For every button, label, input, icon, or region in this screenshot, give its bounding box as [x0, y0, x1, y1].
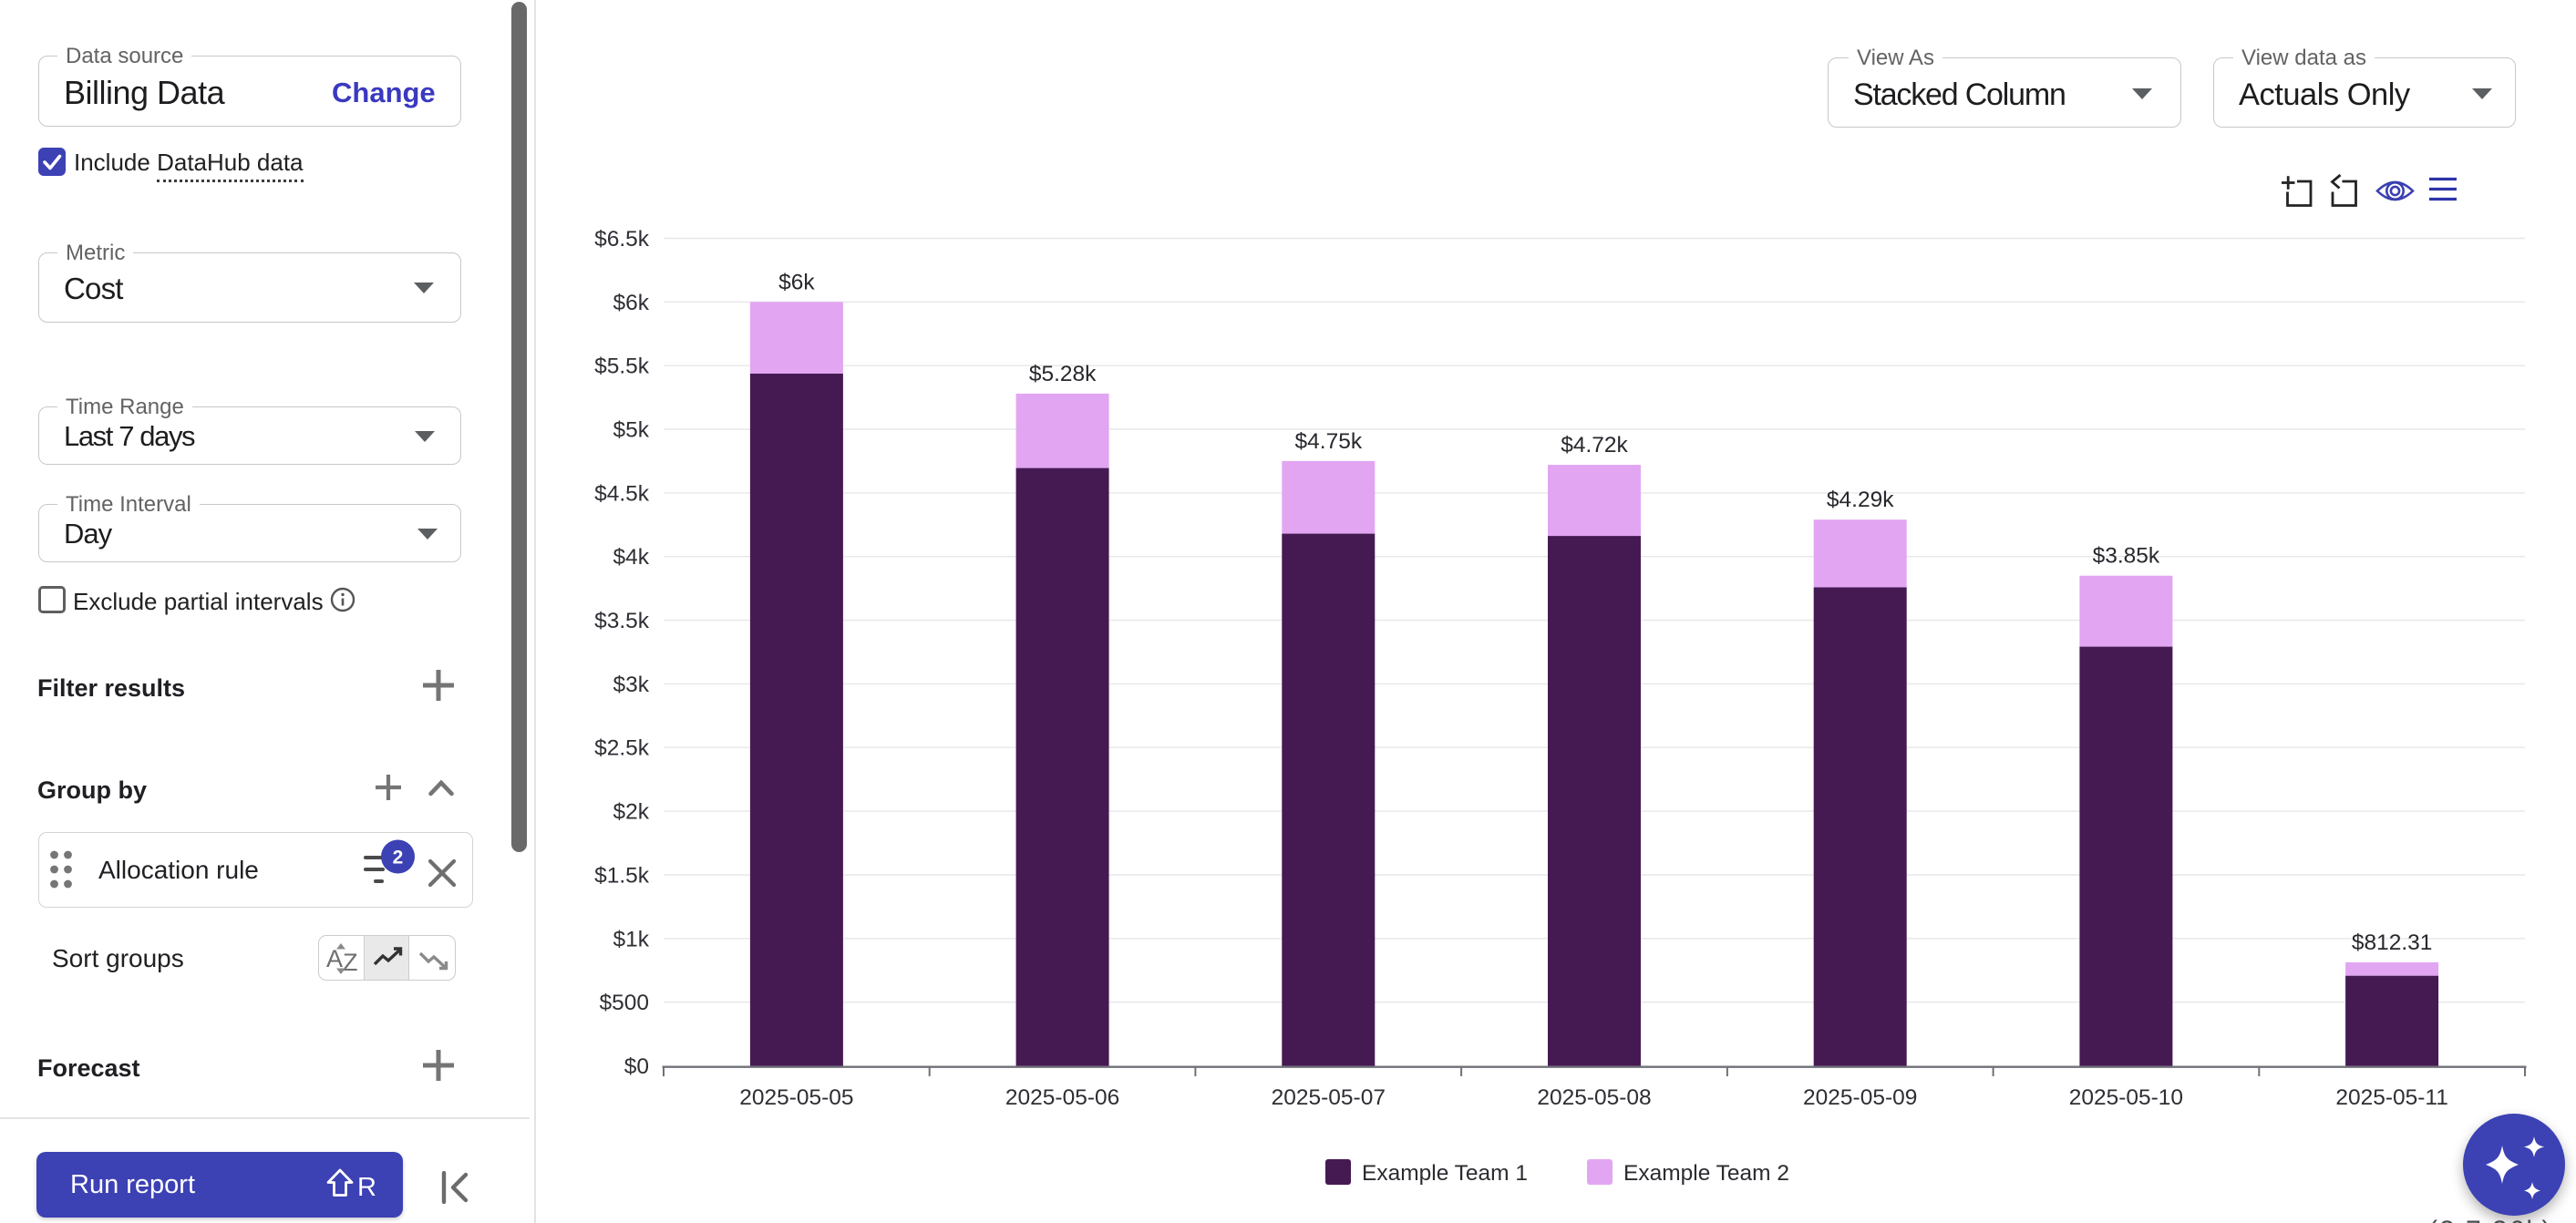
- svg-text:Example Team 1: Example Team 1: [1362, 1161, 1528, 1186]
- svg-text:$4k: $4k: [613, 545, 649, 570]
- svg-text:$500: $500: [599, 991, 649, 1015]
- svg-text:Z: Z: [343, 949, 358, 976]
- svg-text:Example Team 2: Example Team 2: [1623, 1161, 1789, 1186]
- svg-text:$6.5k: $6.5k: [594, 227, 650, 252]
- svg-text:$5k: $5k: [613, 418, 649, 443]
- svg-text:$5.28k: $5.28k: [1029, 362, 1097, 386]
- svg-text:A: A: [326, 945, 343, 972]
- svg-text:2025-05-07: 2025-05-07: [1272, 1085, 1386, 1110]
- svg-text:R: R: [357, 1173, 376, 1202]
- svg-text:$2k: $2k: [613, 800, 649, 825]
- svg-text:$3.5k: $3.5k: [594, 609, 650, 633]
- svg-text:$6k: $6k: [613, 291, 649, 315]
- svg-text:$1k: $1k: [613, 927, 649, 951]
- svg-text:$812.31: $812.31: [2352, 930, 2433, 955]
- svg-text:$4.75k: $4.75k: [1295, 429, 1363, 454]
- svg-text:2025-05-08: 2025-05-08: [1537, 1085, 1651, 1110]
- svg-text:$3.85k: $3.85k: [2093, 544, 2160, 569]
- svg-text:$4.5k: $4.5k: [594, 481, 650, 506]
- svg-text:2025-05-05: 2025-05-05: [739, 1085, 853, 1110]
- svg-text:$6k: $6k: [778, 270, 815, 294]
- svg-text:2: 2: [393, 848, 404, 868]
- svg-text:$5.5k: $5.5k: [594, 355, 650, 379]
- svg-text:2025-05-10: 2025-05-10: [2069, 1085, 2183, 1110]
- svg-text:$3k: $3k: [613, 673, 649, 697]
- svg-text:$2.5k: $2.5k: [594, 736, 650, 761]
- svg-text:$0: $0: [624, 1054, 649, 1079]
- svg-text:2025-05-06: 2025-05-06: [1005, 1085, 1119, 1110]
- svg-text:$1.5k: $1.5k: [594, 864, 650, 889]
- svg-text:2025-05-11: 2025-05-11: [2335, 1085, 2448, 1110]
- svg-text:$4.72k: $4.72k: [1561, 433, 1628, 457]
- svg-text:2025-05-09: 2025-05-09: [1803, 1085, 1917, 1110]
- svg-text:$4.29k: $4.29k: [1827, 488, 1894, 512]
